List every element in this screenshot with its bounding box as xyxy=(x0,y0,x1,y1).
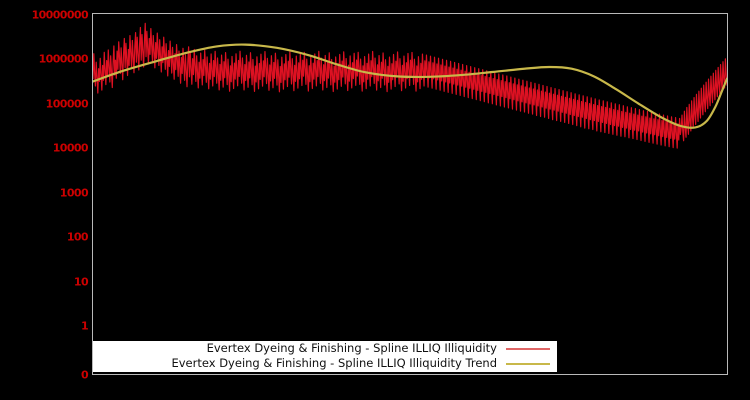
y-tick-100: 100 xyxy=(66,230,89,244)
chart-legend: Evertex Dyeing & Finishing - Spline ILLI… xyxy=(93,341,557,372)
y-tick-0: 0 xyxy=(80,368,89,382)
y-tick-1000: 1000 xyxy=(59,186,89,200)
legend-swatch-series xyxy=(506,348,550,350)
y-tick-100000: 100000 xyxy=(45,97,89,111)
y-tick-10000000: 10000000 xyxy=(31,8,89,22)
illiquidity-series-line xyxy=(93,22,727,149)
y-tick-10: 10 xyxy=(73,275,89,289)
y-tick-10000: 10000 xyxy=(52,141,89,155)
legend-item-trend: Evertex Dyeing & Finishing - Spline ILLI… xyxy=(93,357,557,372)
y-tick-1: 1 xyxy=(80,319,89,333)
illiquidity-trend-line xyxy=(93,43,727,129)
legend-swatch-trend xyxy=(506,363,550,365)
legend-label-series: Evertex Dyeing & Finishing - Spline ILLI… xyxy=(206,341,497,356)
plot-area xyxy=(92,13,728,375)
legend-item-series: Evertex Dyeing & Finishing - Spline ILLI… xyxy=(93,342,557,357)
series-canvas xyxy=(93,22,727,149)
legend-label-trend: Evertex Dyeing & Finishing - Spline ILLI… xyxy=(171,356,497,371)
y-tick-1000000: 1000000 xyxy=(38,52,89,66)
y-axis-tick-labels: 10000000 1000000 100000 10000 1000 100 10 1 0 xyxy=(0,0,89,400)
